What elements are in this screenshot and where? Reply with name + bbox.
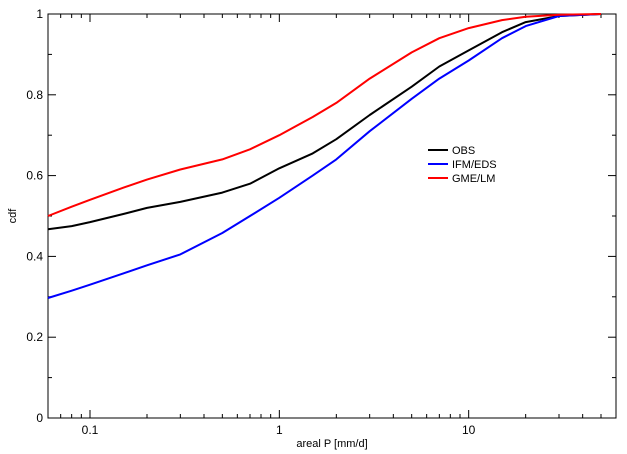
x-axis-title: areal P [mm/d] — [296, 438, 367, 450]
legend-label-ifm-eds: IFM/EDS — [452, 159, 497, 171]
x-tick-label: 1 — [276, 423, 283, 437]
y-tick-label: 0.8 — [26, 88, 43, 102]
series-line-obs — [47, 13, 602, 231]
legend-label-gme-lm: GME/LM — [452, 173, 495, 185]
y-tick-label: 0.2 — [26, 330, 43, 344]
series-line-gme-lm — [47, 13, 602, 217]
y-tick-label: 0.4 — [26, 249, 43, 263]
x-tick-label: 10 — [462, 423, 476, 437]
legend: OBS IFM/EDS GME/LM — [428, 145, 497, 185]
y-axis-title: cdf — [7, 208, 19, 224]
legend-label-obs: OBS — [452, 145, 475, 157]
axis-ticks: 0.1 1 10 0 0.2 0.4 0.6 0.8 1 — [26, 7, 616, 437]
y-tick-label: 1 — [36, 7, 43, 21]
y-tick-label: 0 — [36, 411, 43, 425]
series-line-ifm-eds — [47, 13, 602, 299]
x-tick-label: 0.1 — [82, 423, 99, 437]
plot-frame — [47, 13, 617, 419]
y-tick-label: 0.6 — [26, 169, 43, 183]
series-lines — [47, 13, 602, 299]
